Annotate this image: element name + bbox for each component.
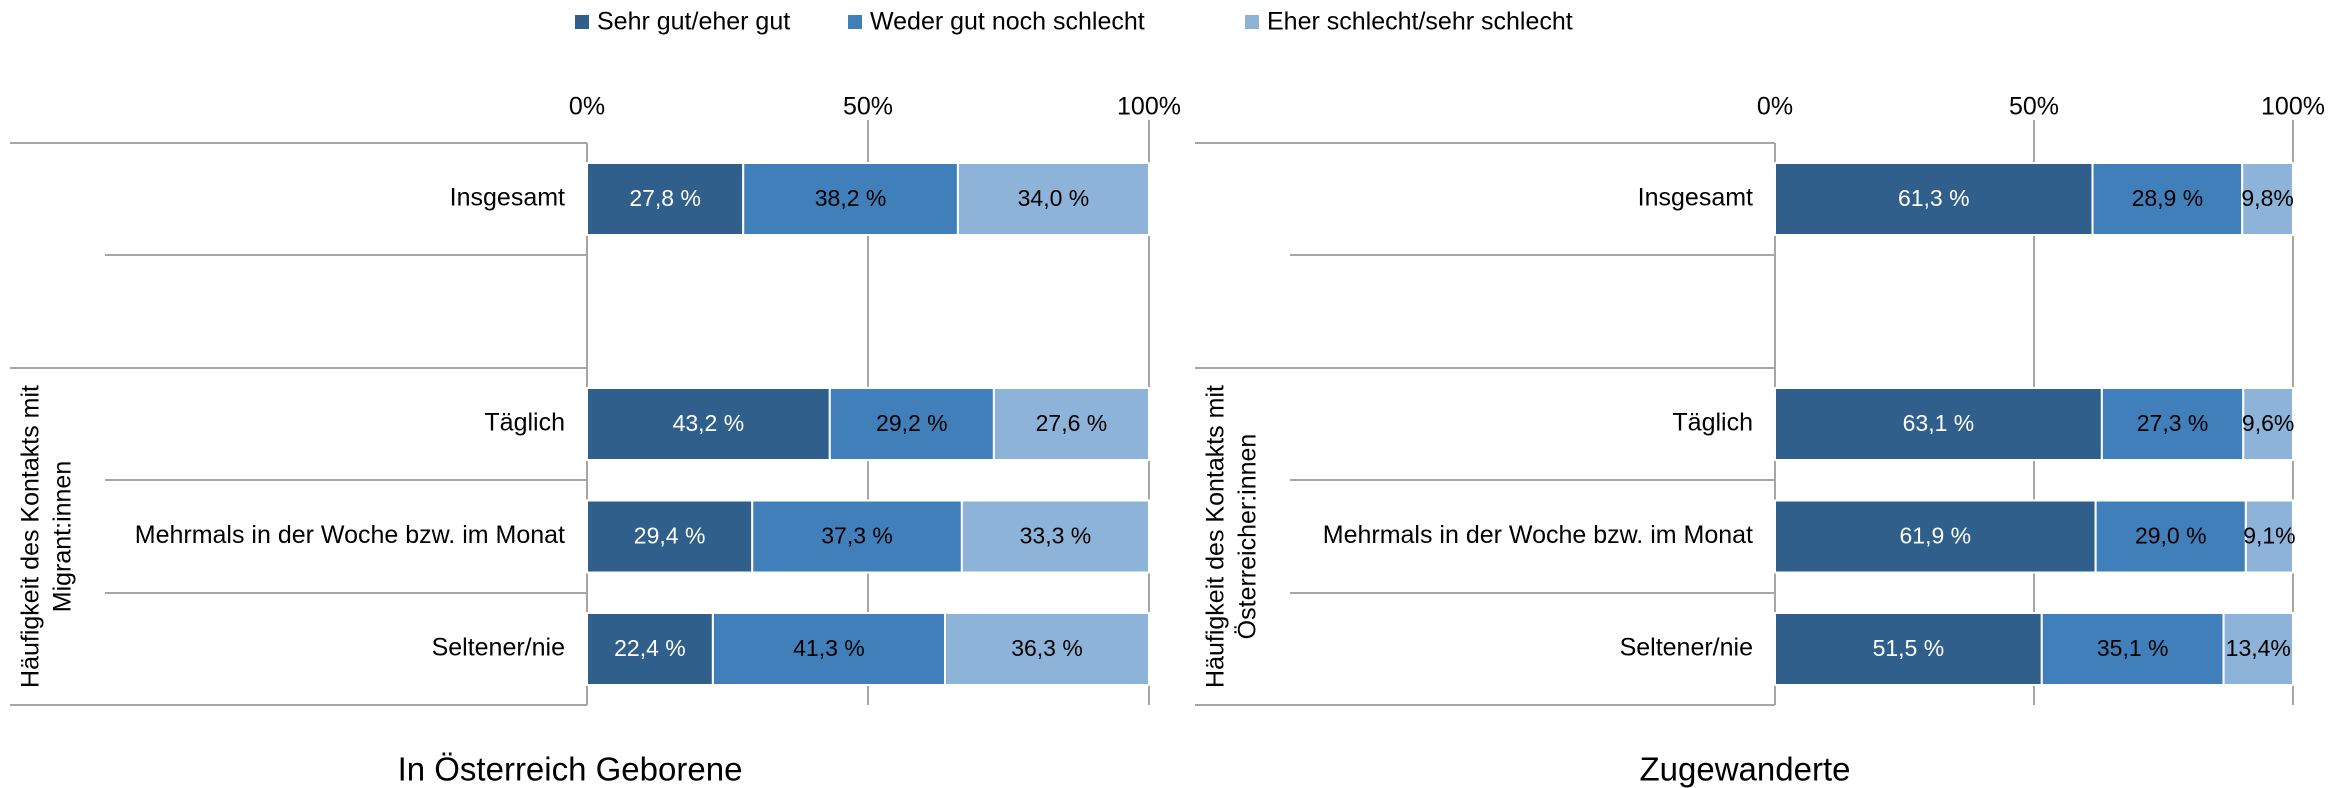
legend-swatch	[575, 15, 589, 29]
bar-segment	[751, 499, 963, 574]
bar-segment	[828, 387, 995, 461]
chart-title: Zugewanderte	[1640, 751, 1851, 788]
value-label: 33,3 %	[1020, 523, 1092, 549]
value-label: 9,1%	[2243, 523, 2295, 549]
category-label: Insgesamt	[1638, 184, 1753, 212]
x-tick-label: 100%	[2261, 93, 2325, 121]
x-tick-label: 50%	[843, 93, 893, 121]
value-label: 27,8 %	[629, 185, 701, 211]
bar-segment	[2241, 162, 2295, 236]
bar-segment	[956, 162, 1150, 236]
bar-segment	[2222, 612, 2294, 686]
x-tick-label: 50%	[2009, 93, 2059, 121]
value-label: 28,9 %	[2132, 185, 2204, 211]
bar-segment	[2242, 387, 2294, 461]
value-label: 35,1 %	[2097, 635, 2169, 661]
value-label: 63,1 %	[1903, 410, 1975, 436]
bar-segment	[1774, 499, 2097, 574]
value-label: 27,3 %	[2137, 410, 2209, 436]
bar-segment	[742, 162, 959, 236]
bar-segment	[586, 387, 831, 461]
x-tick-label: 0%	[569, 93, 605, 121]
value-label: 9,8%	[2241, 185, 2293, 211]
category-label: Seltener/nie	[1620, 634, 1753, 662]
chart-title: In Österreich Geborene	[398, 751, 743, 788]
bar-segment	[992, 387, 1150, 461]
category-label: Mehrmals in der Woche bzw. im Monat	[135, 521, 565, 549]
bar-segment	[586, 499, 754, 574]
category-label: Seltener/nie	[432, 634, 565, 662]
bar-segment	[2040, 612, 2225, 686]
category-label: Insgesamt	[450, 184, 565, 212]
value-label: 29,0 %	[2135, 523, 2207, 549]
value-label: 41,3 %	[793, 635, 865, 661]
legend-label: Eher schlecht/sehr schlecht	[1267, 8, 1573, 36]
value-label: 27,6 %	[1036, 410, 1108, 436]
category-label: Mehrmals in der Woche bzw. im Monat	[1323, 521, 1753, 549]
bar-segment	[2244, 499, 2295, 574]
group-label: Häufigkeit des Kontakts mit	[17, 385, 45, 688]
legend-swatch	[1245, 15, 1259, 29]
category-label: Täglich	[1672, 409, 1753, 437]
value-label: 22,4 %	[614, 635, 686, 661]
value-label: 51,5 %	[1873, 635, 1945, 661]
bar-segment	[960, 499, 1150, 574]
value-label: 61,9 %	[1900, 523, 1972, 549]
legend-label: Sehr gut/eher gut	[597, 8, 790, 36]
value-label: 43,2 %	[673, 410, 745, 436]
group-label: Häufigkeit des Kontakts mit	[1202, 385, 1230, 688]
bar-segment	[2091, 162, 2244, 236]
value-label: 29,2 %	[876, 410, 948, 436]
legend-swatch	[848, 15, 862, 29]
bar-segment	[586, 612, 714, 686]
x-tick-label: 100%	[1117, 93, 1181, 121]
value-label: 36,3 %	[1011, 635, 1083, 661]
value-label: 61,3 %	[1898, 185, 1970, 211]
bar-segment	[711, 612, 946, 686]
bar-segment	[1774, 387, 2103, 461]
bar-segment	[1774, 612, 2043, 686]
bar-segment	[943, 612, 1151, 686]
category-label: Täglich	[484, 409, 565, 437]
group-label: Migrant:innen	[49, 461, 77, 612]
bar-segment	[2100, 387, 2245, 461]
value-label: 38,2 %	[815, 185, 887, 211]
value-label: 9,6%	[2242, 410, 2294, 436]
x-tick-label: 0%	[1757, 93, 1793, 121]
value-label: 34,0 %	[1018, 185, 1090, 211]
bar-segment	[2094, 499, 2247, 574]
value-label: 29,4 %	[634, 523, 706, 549]
group-label: Österreicher:innen	[1234, 434, 1262, 640]
legend-label: Weder gut noch schlecht	[870, 8, 1145, 36]
value-label: 13,4%	[2226, 635, 2291, 661]
value-label: 37,3 %	[821, 523, 893, 549]
bar-segment	[1774, 162, 2094, 236]
